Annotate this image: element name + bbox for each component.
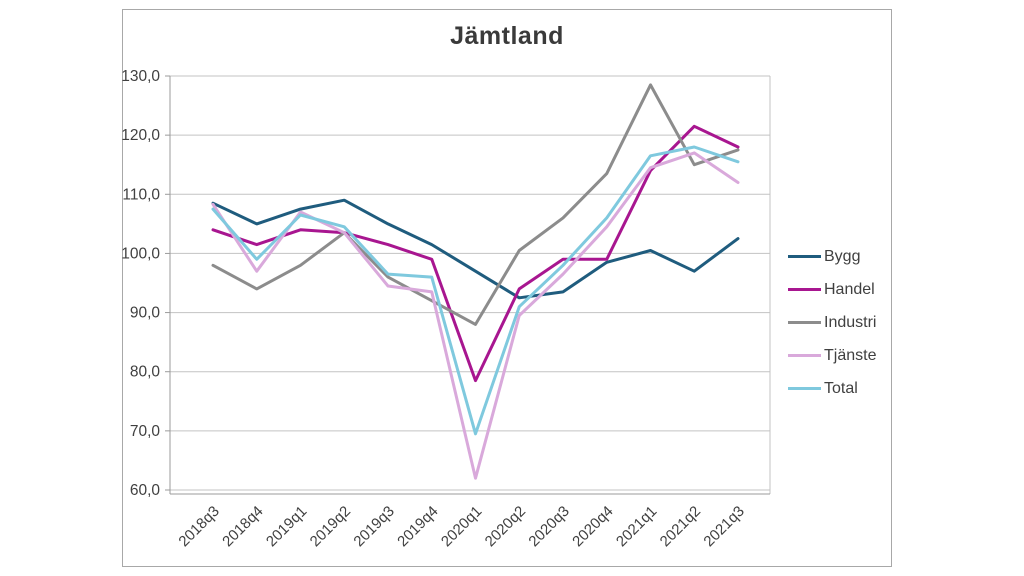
x-axis-tick-label: 2019q3 <box>350 503 397 550</box>
x-axis-tick-label: 2019q1 <box>263 503 310 550</box>
x-axis-tick-label: 2018q3 <box>175 503 222 550</box>
y-axis-tick-label: 90,0 <box>130 305 161 322</box>
x-axis-tick-label: 2021q3 <box>700 503 747 550</box>
legend-item-handel: Handel <box>788 273 876 306</box>
legend-label: Total <box>824 379 858 397</box>
x-axis-tick-label: 2019q2 <box>307 503 354 550</box>
series-line-handel <box>211 124 740 383</box>
legend-swatch <box>788 354 821 357</box>
x-axis-tick-label: 2020q2 <box>482 503 529 550</box>
chart-title: Jämtland <box>450 22 564 50</box>
series-line-total <box>211 145 740 436</box>
legend-item-industri: Industri <box>788 306 876 339</box>
series-line-tjänste <box>211 151 740 480</box>
x-axis-tick-label: 2018q4 <box>219 503 266 550</box>
legend-label: Tjänste <box>824 346 877 364</box>
y-axis-tick-label: 100,0 <box>121 245 160 262</box>
y-axis-tick-label: 80,0 <box>130 364 161 381</box>
legend-swatch <box>788 321 821 324</box>
legend-swatch <box>788 255 821 258</box>
legend-item-total: Total <box>788 372 876 405</box>
y-axis-tick-label: 110,0 <box>122 186 160 203</box>
legend-label: Bygg <box>824 247 861 265</box>
x-axis-tick-label: 2020q1 <box>438 503 485 550</box>
legend-label: Industri <box>824 313 877 331</box>
chart-frame <box>122 9 892 567</box>
legend-label: Handel <box>824 280 875 298</box>
series-line-bygg <box>211 198 740 300</box>
x-axis-tick-label: 2019q4 <box>394 503 441 550</box>
legend: Bygg Handel Industri Tjänste Total <box>788 240 876 405</box>
x-axis-tick-label: 2020q4 <box>569 503 616 550</box>
y-axis-tick-label: 70,0 <box>130 423 161 440</box>
y-axis-tick-label: 60,0 <box>130 482 161 499</box>
legend-item-tjänste: Tjänste <box>788 339 876 372</box>
x-axis-tick-label: 2021q1 <box>613 503 660 550</box>
x-axis-tick-label: 2020q3 <box>525 503 572 550</box>
series-line-industri <box>211 83 740 326</box>
legend-swatch <box>788 288 821 291</box>
y-axis-tick-label: 120,0 <box>121 127 160 144</box>
legend-item-bygg: Bygg <box>788 240 876 273</box>
y-axis-tick-label: 130,0 <box>121 68 160 85</box>
legend-swatch <box>788 387 821 390</box>
x-axis-tick-label: 2021q2 <box>657 503 704 550</box>
